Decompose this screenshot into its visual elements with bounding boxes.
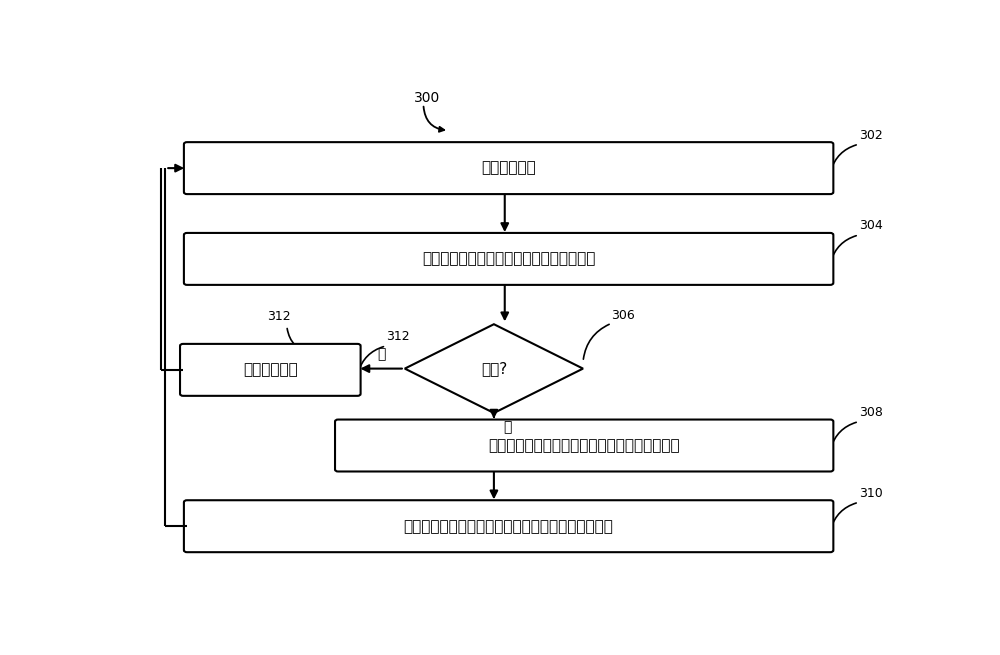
FancyArrowPatch shape <box>831 422 856 447</box>
FancyBboxPatch shape <box>184 233 833 285</box>
Text: 308: 308 <box>859 406 882 419</box>
Text: 接收超声图像: 接收超声图像 <box>481 160 536 176</box>
Text: 基于所识别的解剖结构和区域来调整波束形成器参数: 基于所识别的解剖结构和区域来调整波束形成器参数 <box>404 519 614 534</box>
FancyArrowPatch shape <box>287 329 311 352</box>
FancyArrowPatch shape <box>583 324 609 359</box>
Text: 312: 312 <box>386 330 410 343</box>
Polygon shape <box>405 324 583 413</box>
Text: 306: 306 <box>611 309 635 322</box>
Text: 302: 302 <box>859 128 882 141</box>
Text: 在所接收的超声图像中分割解剖结构和伪影: 在所接收的超声图像中分割解剖结构和伪影 <box>422 252 595 267</box>
FancyArrowPatch shape <box>831 503 856 529</box>
FancyArrowPatch shape <box>358 346 383 372</box>
FancyBboxPatch shape <box>335 420 833 472</box>
FancyBboxPatch shape <box>184 500 833 552</box>
FancyBboxPatch shape <box>184 142 833 194</box>
Text: 识别用于改善的超声处理的阻塞解剖结构和区域: 识别用于改善的超声处理的阻塞解剖结构和区域 <box>488 438 680 453</box>
Text: 312: 312 <box>267 310 291 323</box>
Text: 采集下一图像: 采集下一图像 <box>243 362 298 377</box>
FancyArrowPatch shape <box>831 236 856 261</box>
FancyBboxPatch shape <box>180 344 361 396</box>
FancyArrowPatch shape <box>424 107 444 132</box>
Text: 304: 304 <box>859 219 882 233</box>
Text: 300: 300 <box>414 91 440 105</box>
Text: 增强?: 增强? <box>481 361 507 376</box>
Text: 否: 否 <box>377 348 385 362</box>
Text: 310: 310 <box>859 487 882 500</box>
FancyArrowPatch shape <box>831 145 856 170</box>
Text: 是: 是 <box>504 421 512 434</box>
